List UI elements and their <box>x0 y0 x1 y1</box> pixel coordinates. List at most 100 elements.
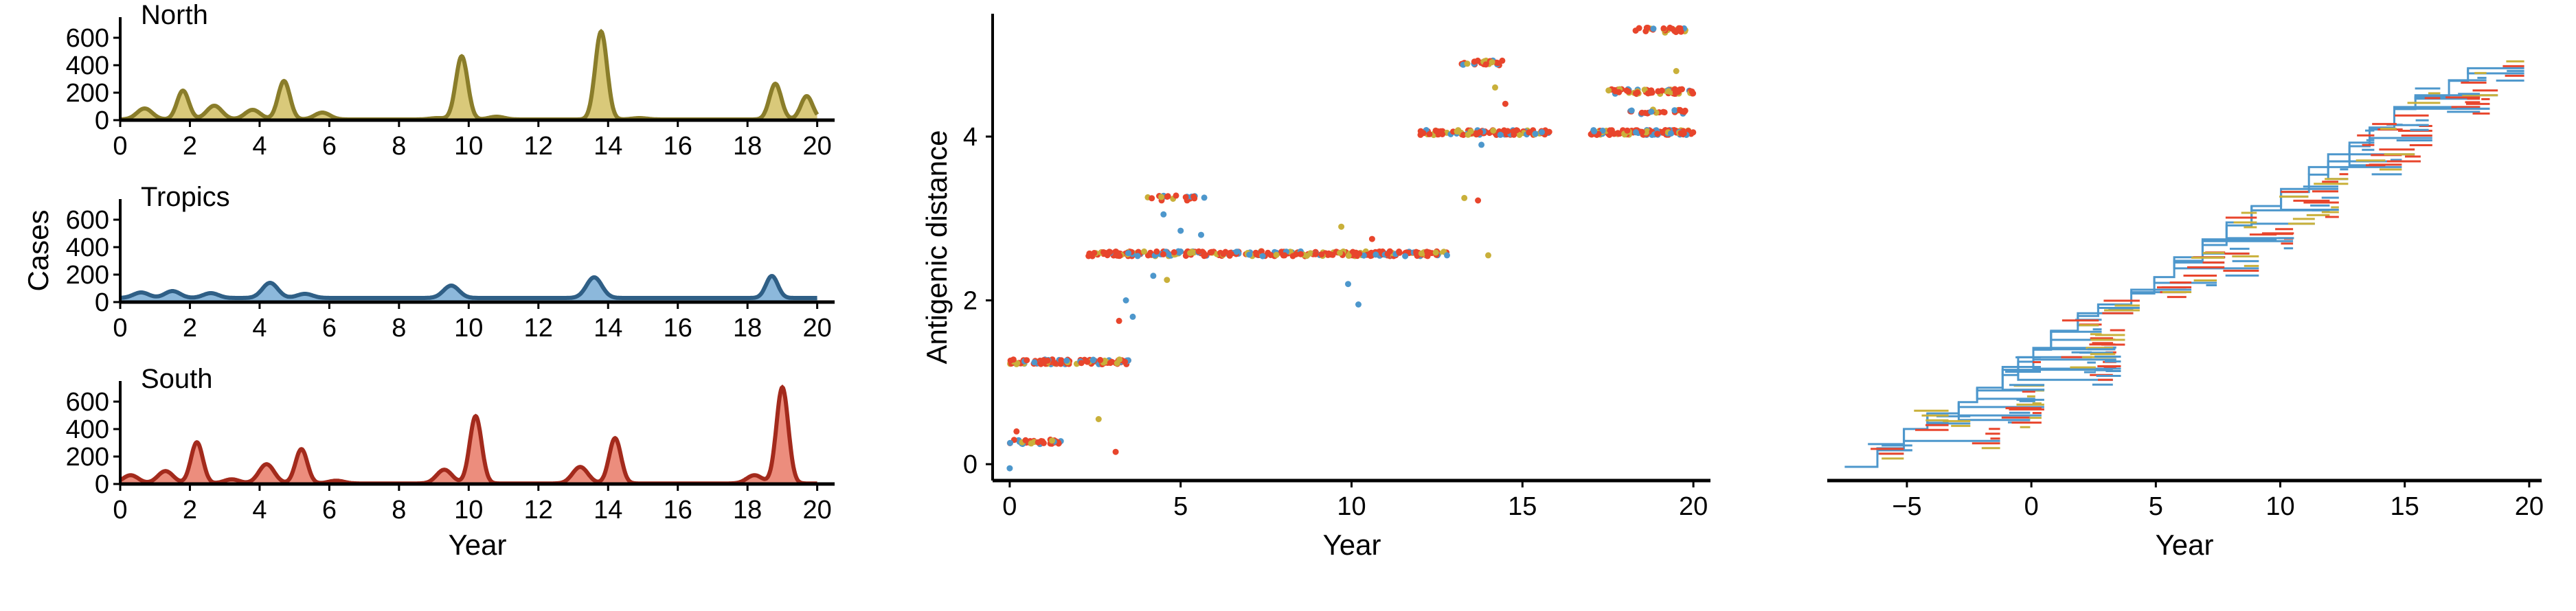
x-tick-label: 2 <box>183 496 197 524</box>
x-tick-label: 4 <box>252 314 267 343</box>
scatter-point <box>1654 130 1661 137</box>
scatter-point <box>1173 192 1179 199</box>
y-tick-label: 200 <box>66 443 109 472</box>
scatter-point <box>1107 249 1114 255</box>
tree-branch <box>2130 288 2192 294</box>
scatter-point <box>1289 253 1296 260</box>
series-label-south: South <box>141 364 213 394</box>
x-tick-label: 2 <box>183 314 197 343</box>
scatter-point <box>1337 249 1343 256</box>
x-tick-label: 10 <box>454 132 483 161</box>
tree-branch <box>2348 141 2375 146</box>
scatter-point <box>1078 360 1085 367</box>
x-tick-label: 16 <box>664 496 692 524</box>
scatter-point <box>1312 251 1319 257</box>
scatter-point <box>1125 250 1132 257</box>
series-label-north: North <box>141 0 208 30</box>
tree-branch <box>2250 206 2315 225</box>
scatter-point <box>1207 249 1214 256</box>
x-tick-label: 8 <box>392 132 406 161</box>
scatter-point <box>1267 252 1274 258</box>
x-tick-label: 6 <box>322 132 337 161</box>
scatter-point <box>1116 317 1122 324</box>
scatter-point <box>1495 60 1502 67</box>
y-tick-label: 400 <box>66 415 109 444</box>
scatter-point <box>1187 250 1194 257</box>
scatter-point <box>1182 194 1189 200</box>
scatter-point <box>1492 84 1498 91</box>
x-tick-label: 10 <box>2266 492 2294 521</box>
scatter-point <box>1280 252 1287 259</box>
scatter-point <box>1044 357 1051 364</box>
scatter-point <box>1673 68 1680 74</box>
y-tick-label: 4 <box>963 123 978 152</box>
scatter-point <box>1164 277 1171 284</box>
scatter-point <box>1022 437 1029 443</box>
scatter-point <box>1024 357 1030 364</box>
scatter-point <box>1195 248 1202 255</box>
tropics-line <box>120 273 817 300</box>
scatter-point <box>1438 129 1445 136</box>
scatter-point <box>1201 194 1208 201</box>
scatter-point <box>1031 359 1038 366</box>
y-tick-label: 600 <box>66 206 109 235</box>
scatter-point <box>1511 131 1517 138</box>
scatter-point <box>1605 87 1612 94</box>
scatter-point <box>1158 194 1165 200</box>
scatter-point <box>1091 250 1098 256</box>
scatter-point <box>1591 128 1598 135</box>
x-tick-label: 10 <box>1337 492 1366 521</box>
scatter-point <box>1424 253 1431 260</box>
y-tick-label: 400 <box>66 233 109 262</box>
phylogeny-panel: −5 0 5 10 15 20 Year <box>1827 60 2544 561</box>
scatter-point <box>1659 129 1666 135</box>
scatter-point <box>1489 59 1495 66</box>
x-axis-title: Year <box>449 529 507 561</box>
scatter-point <box>1095 416 1102 422</box>
scatter-point <box>1114 252 1120 259</box>
x-tick-label: 15 <box>1508 492 1537 521</box>
y-tick-label: 0 <box>95 106 109 135</box>
scatter-point <box>1420 130 1427 137</box>
scatter-point <box>1253 251 1260 258</box>
scatter-point <box>1461 194 1468 201</box>
scatter-point <box>1607 127 1614 134</box>
scatter-point <box>1164 194 1171 200</box>
tree-branches <box>1844 67 2524 468</box>
x-tick-label: 12 <box>524 314 553 343</box>
x-tick-label: 8 <box>392 496 406 524</box>
scatter-point <box>1228 251 1234 257</box>
tree-branch <box>2201 240 2294 245</box>
y-tick-label: 600 <box>66 388 109 417</box>
y-axis-title: Antigenic distance <box>920 130 953 365</box>
scatter-point <box>1010 356 1017 363</box>
scatter-point <box>1680 130 1687 137</box>
x-tick-label: 6 <box>322 496 337 524</box>
scatter-point <box>1190 193 1197 200</box>
scatter-point <box>1402 253 1409 260</box>
scatter-point <box>1460 132 1467 138</box>
scatter-point <box>1049 437 1056 444</box>
scatter-point <box>1112 448 1119 455</box>
scatter-point <box>1633 129 1639 136</box>
x-tick-label: 6 <box>322 314 337 343</box>
x-tick-label: 18 <box>733 496 762 524</box>
scatter-point <box>1122 358 1129 365</box>
x-tick-label: 10 <box>454 496 483 524</box>
scatter-point <box>1682 107 1688 114</box>
scatter-point <box>1660 108 1667 115</box>
scatter-point <box>1478 141 1485 148</box>
y-tick-label: 600 <box>66 24 109 53</box>
scatter-point <box>1134 253 1141 260</box>
x-tick-label: 20 <box>802 132 831 161</box>
scatter-point <box>1638 128 1645 135</box>
x-tick-label: 20 <box>2515 492 2544 521</box>
x-tick-label: −5 <box>1892 492 1921 521</box>
scatter-point <box>1090 356 1096 363</box>
x-tick-label: 16 <box>664 132 692 161</box>
scatter-point <box>1150 273 1157 279</box>
scatter-point <box>1345 281 1351 288</box>
